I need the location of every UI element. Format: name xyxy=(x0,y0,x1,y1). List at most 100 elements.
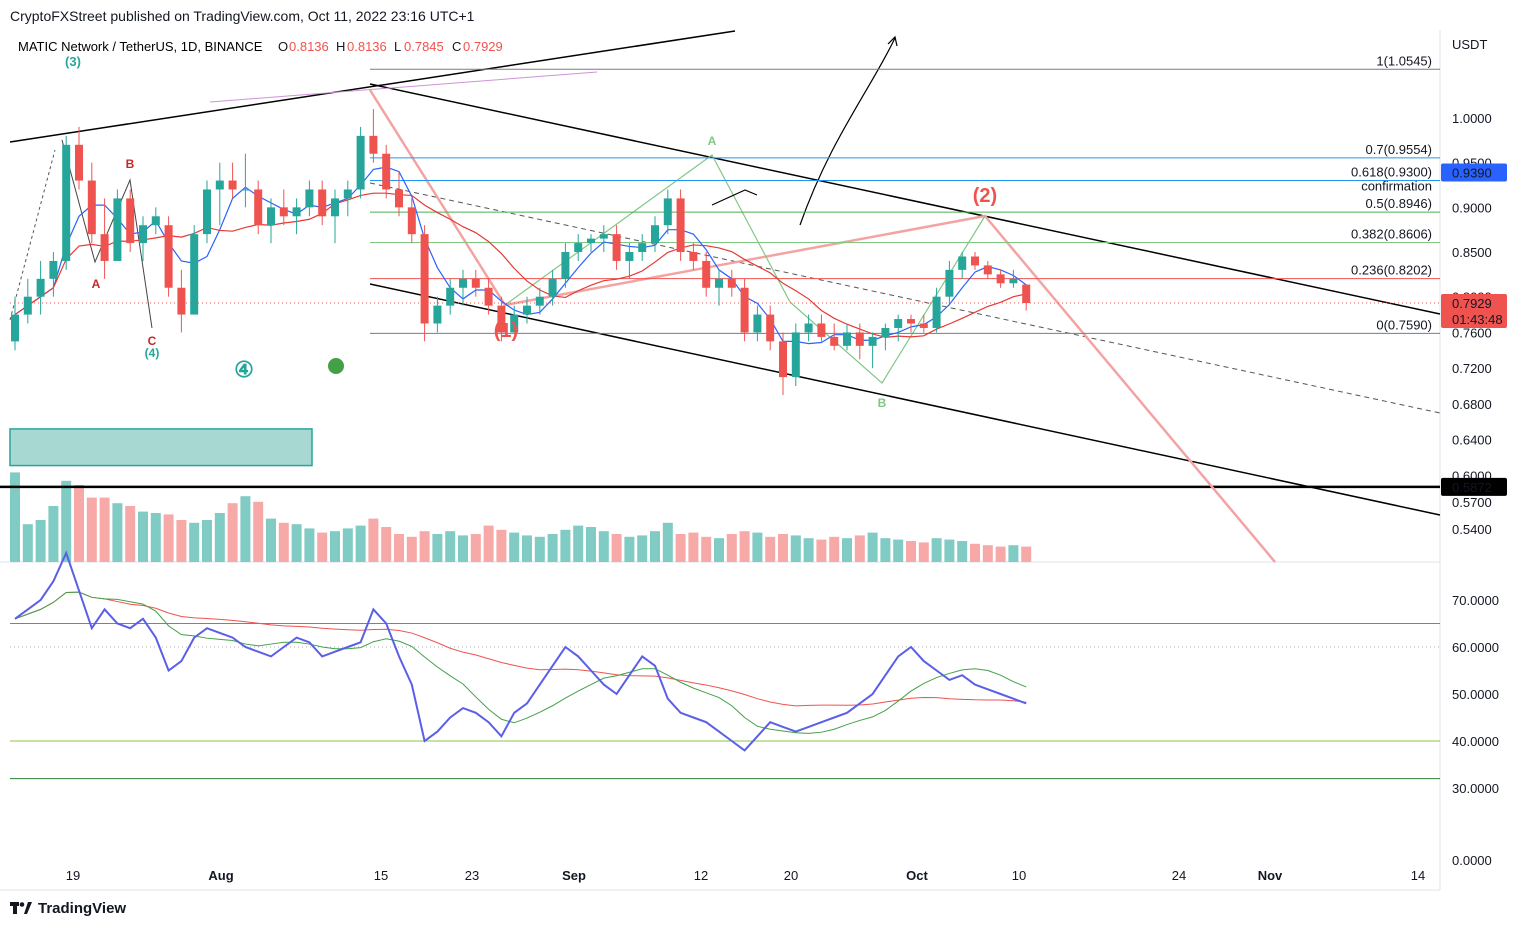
date-tick-label: 24 xyxy=(1172,868,1186,883)
price-tick-label: 0.5400 xyxy=(1452,522,1492,537)
fib-layer: 1(1.0545) 0.7(0.9554) 0.618(0.9300) 0.5(0.8… xyxy=(10,53,1440,334)
upper-trendline xyxy=(9,30,736,143)
price-badge-label: 0.9390 xyxy=(1452,166,1492,181)
volume-bar xyxy=(726,534,737,562)
volume-bar xyxy=(547,534,558,562)
candle-body xyxy=(177,287,186,315)
wave-label: A xyxy=(92,277,101,291)
price-tick-label: 0.7200 xyxy=(1452,361,1492,376)
legend-l-value: 0.7845 xyxy=(404,39,444,54)
candle-body xyxy=(625,252,634,261)
price-tick-label: 0.5700 xyxy=(1452,495,1492,510)
green-abc-1 xyxy=(504,154,791,306)
candle-body xyxy=(203,189,211,235)
volume-bar xyxy=(970,543,980,562)
arrow-path-2 xyxy=(799,37,896,226)
volume-bar xyxy=(214,513,225,562)
price-tick-label: 0.8500 xyxy=(1452,245,1492,260)
volume-bar xyxy=(394,534,404,562)
candle-body xyxy=(139,225,147,244)
candle-body xyxy=(523,305,531,315)
candle-body xyxy=(215,180,224,190)
volume-bar xyxy=(803,538,814,562)
channel-lower-line xyxy=(369,283,1441,516)
legend-symbol: MATIC Network / TetherUS, 1D, BINANCE xyxy=(18,39,263,54)
candle-body xyxy=(459,278,467,288)
volume-bar xyxy=(560,529,571,562)
candle-body xyxy=(727,278,736,288)
volume-bar xyxy=(342,528,353,562)
left-dashed-line xyxy=(9,149,56,321)
rsi-tick-label: 0.0000 xyxy=(1452,853,1492,868)
candle-body xyxy=(907,319,915,324)
price-tick-label: 1.0000 xyxy=(1452,111,1492,126)
fib-level-label: 1(1.0545) xyxy=(1376,53,1432,68)
date-tick-label: Aug xyxy=(208,868,233,883)
wave-label: (4) xyxy=(145,346,160,360)
volume-bar xyxy=(637,535,648,562)
legend-h-value: 0.8136 xyxy=(347,39,387,54)
volume-bar xyxy=(611,534,622,562)
demand-zone-box xyxy=(9,428,313,467)
candle-body xyxy=(791,332,800,378)
candle-body xyxy=(126,198,135,244)
volume-bar xyxy=(35,520,46,562)
volume-bar xyxy=(317,532,328,562)
price-axis[interactable]: 1.00000.95000.90000.85000.80000.76000.72… xyxy=(1441,111,1507,868)
candle-body xyxy=(715,278,723,288)
candle-body xyxy=(689,252,698,261)
price-badge-label: 0.5872 xyxy=(1452,480,1492,495)
candle-body xyxy=(894,319,903,328)
price-tick-label: 0.7600 xyxy=(1452,325,1492,340)
candle-body xyxy=(676,198,685,253)
candle-body xyxy=(395,189,403,208)
volume-bar xyxy=(253,501,264,562)
volume-bar xyxy=(586,527,596,562)
volume-bar xyxy=(99,497,110,562)
volume-bar xyxy=(522,535,532,562)
legend-c-value: 0.7929 xyxy=(463,39,503,54)
volume-bar xyxy=(982,545,993,562)
volume-bar xyxy=(304,528,315,562)
candle-body xyxy=(305,189,314,208)
arrow-path-1 xyxy=(711,189,758,206)
volume-bar xyxy=(829,536,840,562)
volume-bar xyxy=(957,541,968,562)
volume-bar xyxy=(189,522,200,562)
candle-body xyxy=(318,189,327,217)
rsi-line xyxy=(14,550,1027,752)
candle-body xyxy=(932,296,941,328)
candle-body xyxy=(702,260,711,288)
candle-body xyxy=(279,207,288,217)
candle-body xyxy=(484,287,493,306)
candle-body xyxy=(11,314,19,342)
rsi-tick-label: 60.0000 xyxy=(1452,640,1499,655)
channel-upper-line xyxy=(369,83,1441,315)
wave-label: (1) xyxy=(494,320,518,342)
wave-label: ④ xyxy=(234,357,254,382)
volume-bar xyxy=(406,536,417,562)
volume-bar xyxy=(739,531,750,562)
wave-label: (3) xyxy=(65,54,81,69)
candle-body xyxy=(548,278,557,297)
candle-body xyxy=(855,332,864,346)
price-tick-label: 0.6800 xyxy=(1452,397,1492,412)
candle-body xyxy=(343,189,352,199)
price-badge xyxy=(1441,310,1507,329)
volume-bar xyxy=(509,532,520,562)
volume-bar xyxy=(227,503,238,562)
wave-labels: (3) A B C(4) (1) (2) A B ④ xyxy=(65,54,997,410)
wave-label: B xyxy=(126,157,135,171)
date-axis[interactable]: 19 Aug 15 23 Sep 12 20 Oct 10 24 Nov 14 xyxy=(66,868,1425,883)
volume-bar xyxy=(483,525,494,562)
volume-bar xyxy=(266,518,276,562)
price-badge xyxy=(1441,294,1507,313)
volume-bar xyxy=(163,514,174,562)
volume-bar xyxy=(918,542,929,562)
volume-bar xyxy=(688,532,699,562)
rsi-tick-label: 70.0000 xyxy=(1452,593,1499,608)
candle-body xyxy=(49,260,58,279)
fib-level-label: 0(0.7590) xyxy=(1376,317,1432,332)
volume-bar xyxy=(470,534,481,562)
